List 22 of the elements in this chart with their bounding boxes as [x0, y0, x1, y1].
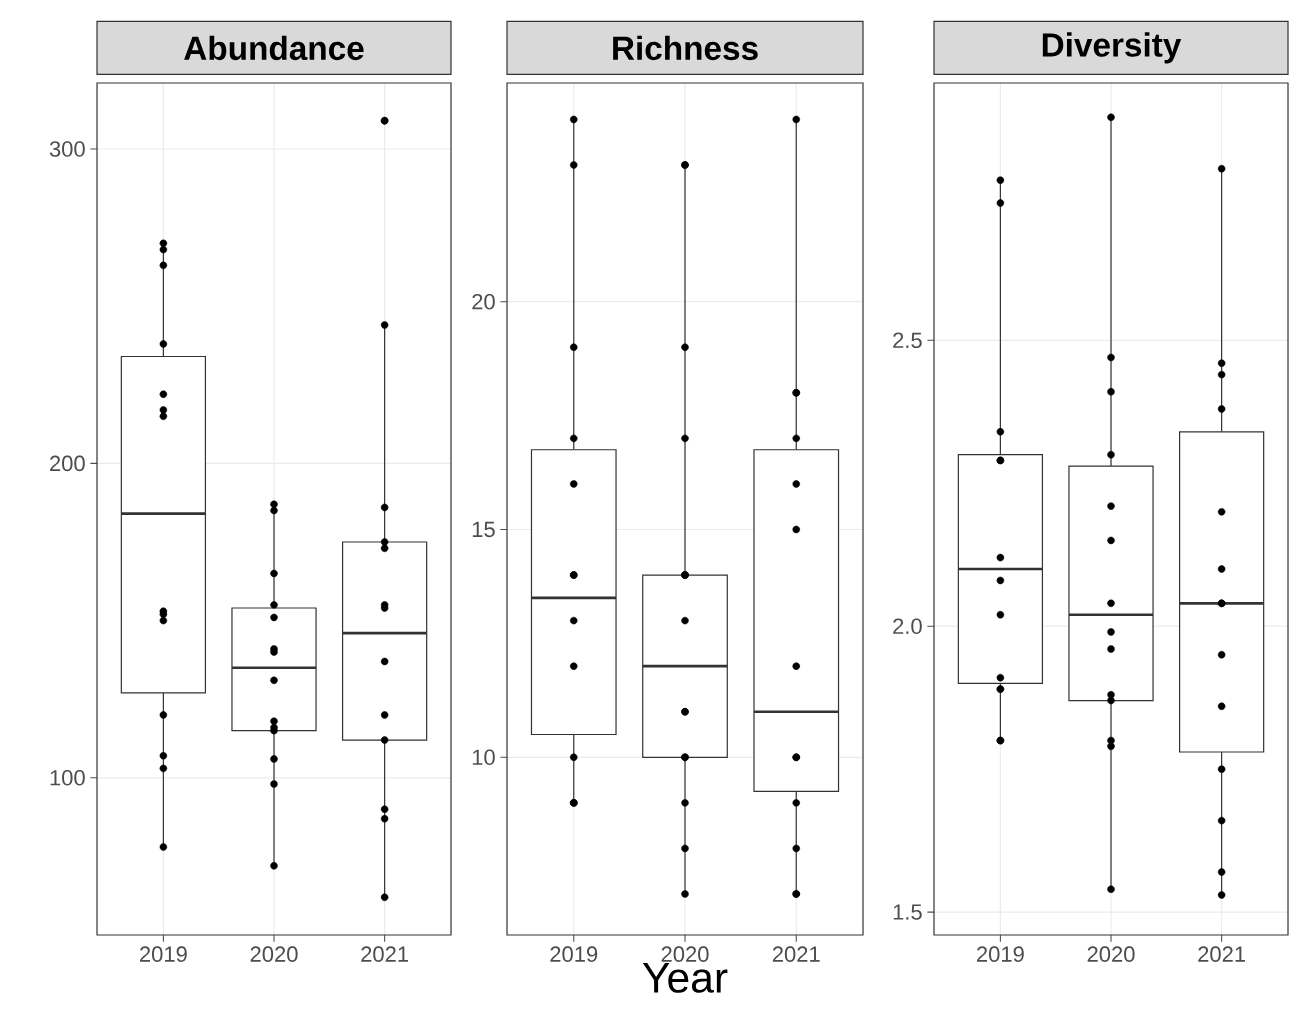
- x-tick-label: 2021: [361, 946, 409, 962]
- y-tick-label: 2.0: [893, 618, 922, 634]
- x-tick-label: 2020: [661, 946, 709, 962]
- x-tick-label: 2019: [550, 946, 598, 962]
- x-tick-label: 2021: [1198, 946, 1246, 962]
- x-axis-title: Year: [642, 963, 728, 993]
- y-tick-label: 100: [50, 769, 85, 786]
- x-tick-label: 2020: [250, 946, 298, 962]
- chart-title: Abundance: [184, 35, 364, 61]
- y-tick-label: 300: [49, 141, 85, 157]
- chart-title: Richness: [613, 35, 758, 61]
- x-tick-label: 2020: [1087, 946, 1135, 962]
- y-tick-label: 15: [472, 521, 495, 538]
- y-tick-label: 20: [472, 293, 495, 310]
- x-tick-label: 2019: [140, 946, 187, 962]
- x-tick-label: 2019: [977, 946, 1024, 962]
- y-tick-label: 10: [472, 749, 495, 766]
- chart-title: Diversity: [1042, 32, 1182, 64]
- y-tick-label: 1.5: [893, 904, 922, 920]
- x-tick-label: 2021: [772, 946, 820, 962]
- y-tick-label: 2.5: [893, 332, 922, 349]
- y-tick-label: 200: [50, 455, 85, 472]
